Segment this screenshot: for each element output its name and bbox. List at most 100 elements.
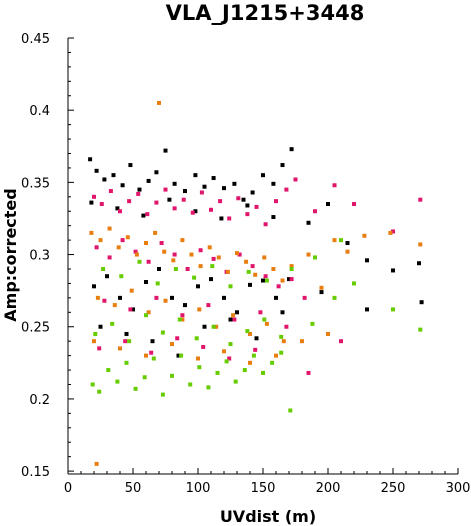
data-point — [170, 342, 174, 347]
data-point — [179, 353, 184, 358]
data-point — [280, 163, 285, 168]
data-point — [120, 183, 125, 188]
data-point — [235, 310, 239, 315]
data-point — [237, 252, 242, 257]
data-point — [306, 370, 311, 375]
data-point — [129, 288, 134, 293]
data-point — [92, 339, 96, 344]
data-point — [253, 272, 258, 277]
data-point — [227, 356, 232, 361]
data-point — [116, 245, 121, 250]
data-point — [154, 295, 159, 300]
data-point — [198, 248, 203, 253]
data-point — [339, 339, 343, 344]
data-point — [289, 147, 294, 152]
data-point — [146, 178, 151, 183]
data-point — [125, 235, 130, 240]
data-point — [391, 268, 395, 273]
data-point — [326, 331, 330, 336]
y-tick-label: 0.25 — [21, 321, 50, 336]
data-point — [228, 317, 233, 322]
data-point — [271, 215, 276, 220]
data-point — [110, 321, 115, 326]
data-point — [134, 252, 139, 257]
data-point — [332, 183, 337, 188]
data-point — [302, 295, 307, 300]
data-point — [210, 264, 215, 269]
data-point — [215, 370, 220, 375]
series-2 — [89, 100, 423, 466]
data-point — [97, 389, 102, 394]
data-point — [206, 303, 211, 308]
data-point — [170, 373, 174, 378]
x-tick-label: 0 — [64, 481, 72, 496]
data-point — [88, 157, 93, 162]
data-point — [242, 368, 247, 373]
data-point — [263, 222, 268, 227]
data-point — [207, 245, 212, 250]
data-point — [233, 379, 238, 384]
y-tick-label: 0.2 — [29, 393, 50, 408]
data-point — [93, 331, 98, 336]
data-point — [133, 386, 138, 391]
data-point — [193, 209, 198, 214]
data-point — [181, 197, 186, 202]
data-point — [172, 252, 177, 257]
data-point — [189, 252, 194, 257]
data-point — [261, 173, 265, 178]
data-point — [417, 261, 421, 266]
data-point — [280, 278, 285, 283]
data-point — [300, 339, 304, 344]
data-point — [279, 350, 284, 355]
data-point — [131, 307, 135, 312]
data-point — [118, 295, 122, 300]
y-tick-label: 0.35 — [21, 176, 50, 191]
data-point — [264, 278, 269, 283]
x-axis-title: UVdist (m) — [220, 507, 316, 526]
data-point — [137, 187, 142, 192]
data-point — [115, 379, 120, 384]
chart-title: VLA_J1215+3448 — [166, 1, 365, 25]
data-point — [180, 238, 185, 243]
data-point — [418, 327, 423, 332]
data-point — [246, 269, 251, 274]
data-point — [127, 199, 132, 204]
data-point — [94, 168, 99, 173]
data-point — [144, 313, 148, 318]
data-point — [313, 209, 317, 214]
data-point — [236, 196, 241, 201]
data-point — [289, 264, 294, 269]
data-point — [149, 350, 154, 355]
data-point — [232, 181, 237, 186]
data-point — [209, 277, 213, 282]
data-point — [222, 186, 226, 191]
data-point — [202, 324, 207, 329]
x-tick-label: 150 — [251, 481, 276, 496]
data-point — [163, 187, 168, 192]
data-point — [211, 176, 216, 181]
data-point — [180, 313, 185, 318]
data-point — [211, 324, 216, 329]
data-point — [192, 275, 197, 280]
data-point — [274, 295, 278, 300]
data-point — [107, 255, 112, 260]
data-point — [345, 249, 350, 254]
data-point — [250, 264, 255, 269]
data-point — [306, 252, 311, 257]
data-point — [206, 385, 211, 390]
data-point — [94, 461, 99, 466]
data-point — [92, 284, 96, 289]
data-point — [118, 346, 122, 351]
x-axis-ticks: 0 50 100 150 200 250 300 — [64, 468, 470, 496]
data-point — [183, 189, 187, 194]
data-point — [180, 317, 185, 322]
data-point — [248, 331, 252, 336]
data-point — [118, 209, 122, 214]
data-point — [319, 285, 324, 290]
data-point — [159, 241, 164, 246]
y-tick-label: 0.3 — [29, 249, 50, 264]
data-point — [198, 264, 203, 269]
data-point — [263, 274, 268, 279]
data-point — [120, 238, 125, 243]
data-point — [279, 334, 284, 339]
